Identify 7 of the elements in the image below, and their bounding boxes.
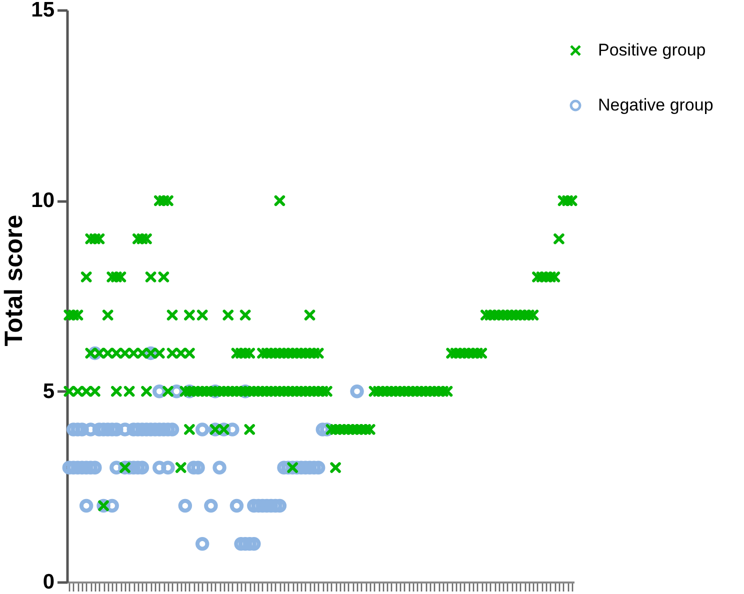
y-tick-label: 0 <box>42 570 54 594</box>
legend-label: Negative group <box>598 96 714 114</box>
y-tick-label: 15 <box>31 0 55 22</box>
y-axis-title: Total score <box>0 214 28 346</box>
y-tick-label: 10 <box>31 189 54 212</box>
legend-label: Positive group <box>598 40 706 60</box>
y-tick-label: 5 <box>42 380 55 403</box>
